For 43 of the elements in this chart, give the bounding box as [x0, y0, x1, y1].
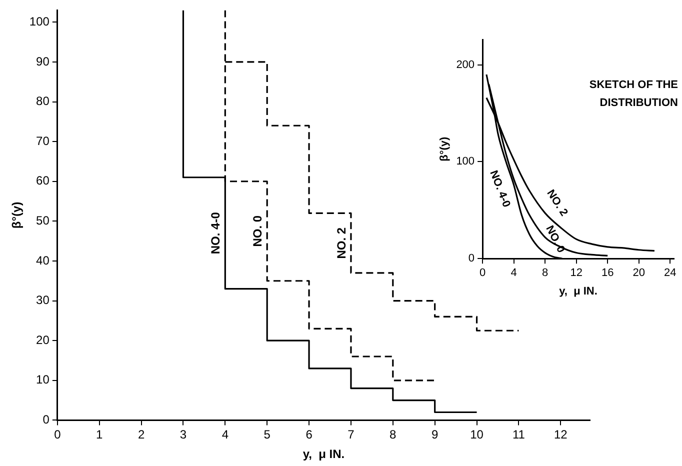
x-tick-label: 3 — [180, 428, 187, 442]
y-tick-label: 90 — [36, 54, 50, 68]
x-tick-label: 24 — [664, 267, 676, 280]
x-tick-label: 5 — [264, 428, 271, 442]
x-tick-label: 4 — [222, 428, 229, 442]
y-tick-label: 0 — [468, 252, 475, 265]
x-tick-label: 4 — [510, 267, 517, 280]
text: SKETCH OF THE DISTRIBUTION — [589, 79, 678, 110]
x-tick-label: 16 — [601, 267, 614, 280]
x-tick-label: 12 — [570, 267, 582, 280]
x-tick-label: 20 — [632, 267, 645, 280]
x-tick-label: 8 — [390, 428, 397, 442]
x-tick-label: 2 — [138, 428, 145, 442]
y-axis-title: β°(y) — [10, 202, 24, 229]
x-tick-label: 1 — [96, 428, 104, 442]
y-axis-title: β°(y) — [438, 136, 451, 162]
y-tick-label: 100 — [29, 14, 50, 28]
x-tick-label: 6 — [306, 428, 313, 442]
x-tick-label: 9 — [431, 428, 438, 442]
x-tick-label: 7 — [348, 428, 355, 442]
x-axis-title: y, μ IN. — [559, 285, 598, 298]
y-tick-label: 70 — [36, 134, 50, 148]
text: NO. 0 — [250, 215, 264, 247]
x-tick-label: 0 — [479, 267, 486, 280]
x-axis-title: y, μ IN. — [302, 447, 345, 462]
y-tick-label: 0 — [42, 412, 50, 427]
y-tick-label: 200 — [456, 58, 475, 71]
y-tick-label: 100 — [456, 156, 475, 168]
text: NO. 4-0 — [208, 212, 222, 254]
y-tick-label: 40 — [36, 253, 50, 268]
y-tick-label: 10 — [36, 372, 50, 387]
x-tick-label: 8 — [542, 267, 548, 280]
y-tick-label: 80 — [36, 94, 50, 108]
y-tick-label: 60 — [36, 174, 50, 188]
x-tick-label: 10 — [470, 428, 484, 442]
x-tick-label: 11 — [512, 428, 526, 442]
x-tick-label: 12 — [554, 428, 568, 442]
y-tick-label: 20 — [36, 332, 50, 347]
y-tick-label: 50 — [36, 213, 50, 228]
y-tick-label: 30 — [36, 293, 50, 308]
text: NO. 2 — [334, 227, 348, 259]
x-tick-label: 0 — [54, 428, 62, 442]
text: NO. 4-0 — [487, 168, 512, 210]
